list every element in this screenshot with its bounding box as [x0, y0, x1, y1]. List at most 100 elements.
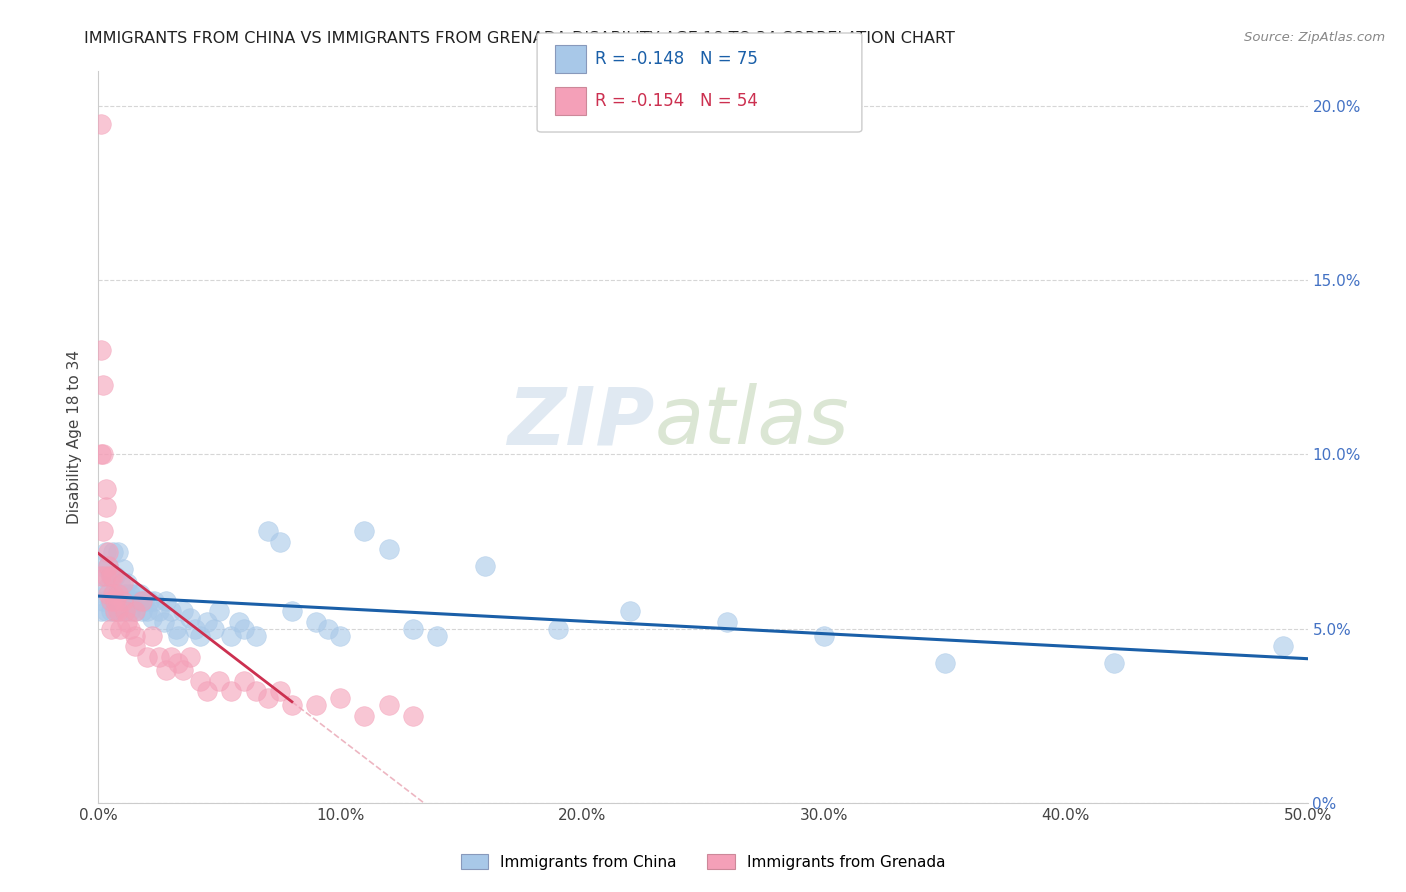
Point — [124, 639, 146, 653]
Point — [316, 622, 339, 636]
Point — [131, 594, 153, 608]
Point — [128, 587, 150, 601]
Point — [94, 587, 117, 601]
Point — [172, 604, 194, 618]
Point — [90, 117, 112, 131]
Point — [305, 698, 328, 713]
Point — [121, 594, 143, 608]
Point — [155, 664, 177, 678]
Point — [232, 673, 254, 688]
Point — [269, 534, 291, 549]
Point — [228, 615, 250, 629]
Point — [104, 594, 127, 608]
Point — [141, 629, 163, 643]
Point — [100, 569, 122, 583]
Point — [148, 604, 170, 618]
Point — [94, 500, 117, 514]
Point — [245, 629, 267, 643]
Point — [256, 691, 278, 706]
Point — [165, 622, 187, 636]
Point — [104, 604, 127, 618]
Text: Source: ZipAtlas.com: Source: ZipAtlas.com — [1244, 31, 1385, 45]
Point — [135, 604, 157, 618]
Point — [329, 691, 352, 706]
Point — [100, 594, 122, 608]
Point — [179, 611, 201, 625]
Point — [813, 629, 835, 643]
Point — [94, 545, 117, 559]
Point — [256, 524, 278, 538]
Point — [101, 545, 124, 559]
Point — [402, 708, 425, 723]
Point — [547, 622, 569, 636]
Point — [148, 649, 170, 664]
Point — [353, 524, 375, 538]
Point — [108, 622, 131, 636]
Point — [90, 343, 112, 357]
Point — [329, 629, 352, 643]
Point — [94, 604, 117, 618]
Point — [184, 622, 207, 636]
Point — [97, 580, 120, 594]
Point — [135, 649, 157, 664]
Point — [269, 684, 291, 698]
Point — [160, 604, 183, 618]
Point — [124, 629, 146, 643]
Text: atlas: atlas — [655, 384, 849, 461]
Point — [94, 569, 117, 583]
Point — [97, 558, 120, 573]
Point — [934, 657, 956, 671]
Point — [90, 604, 112, 618]
Point — [619, 604, 641, 618]
Point — [377, 698, 399, 713]
Point — [124, 604, 146, 618]
Point — [127, 594, 149, 608]
Text: R = -0.154   N = 54: R = -0.154 N = 54 — [595, 92, 758, 110]
Point — [474, 558, 496, 573]
Point — [111, 562, 134, 576]
Point — [117, 594, 139, 608]
Point — [155, 594, 177, 608]
Point — [1102, 657, 1125, 671]
Point — [377, 541, 399, 556]
Point — [131, 604, 153, 618]
Point — [232, 622, 254, 636]
Point — [91, 524, 114, 538]
Point — [152, 615, 174, 629]
Text: ZIP: ZIP — [508, 384, 655, 461]
Point — [90, 569, 112, 583]
Point — [281, 604, 304, 618]
Point — [245, 684, 267, 698]
Point — [100, 594, 122, 608]
Point — [716, 615, 738, 629]
Y-axis label: Disability Age 18 to 34: Disability Age 18 to 34 — [67, 350, 83, 524]
Point — [353, 708, 375, 723]
Point — [281, 698, 304, 713]
Point — [101, 569, 124, 583]
Point — [138, 594, 160, 608]
Point — [108, 604, 131, 618]
Point — [188, 673, 211, 688]
Point — [97, 587, 120, 601]
Point — [90, 448, 112, 462]
Point — [134, 594, 156, 608]
Point — [97, 545, 120, 559]
Point — [107, 587, 129, 601]
Point — [188, 629, 211, 643]
Point — [101, 587, 124, 601]
Point — [104, 594, 127, 608]
Point — [100, 569, 122, 583]
Point — [101, 587, 124, 601]
Point — [108, 576, 131, 591]
Point — [117, 615, 139, 629]
Point — [90, 558, 112, 573]
Point — [118, 587, 141, 601]
Point — [167, 629, 190, 643]
Point — [402, 622, 425, 636]
Point — [100, 622, 122, 636]
Point — [91, 569, 114, 583]
Point — [104, 604, 127, 618]
Point — [91, 377, 114, 392]
Point — [124, 604, 146, 618]
Point — [195, 615, 218, 629]
